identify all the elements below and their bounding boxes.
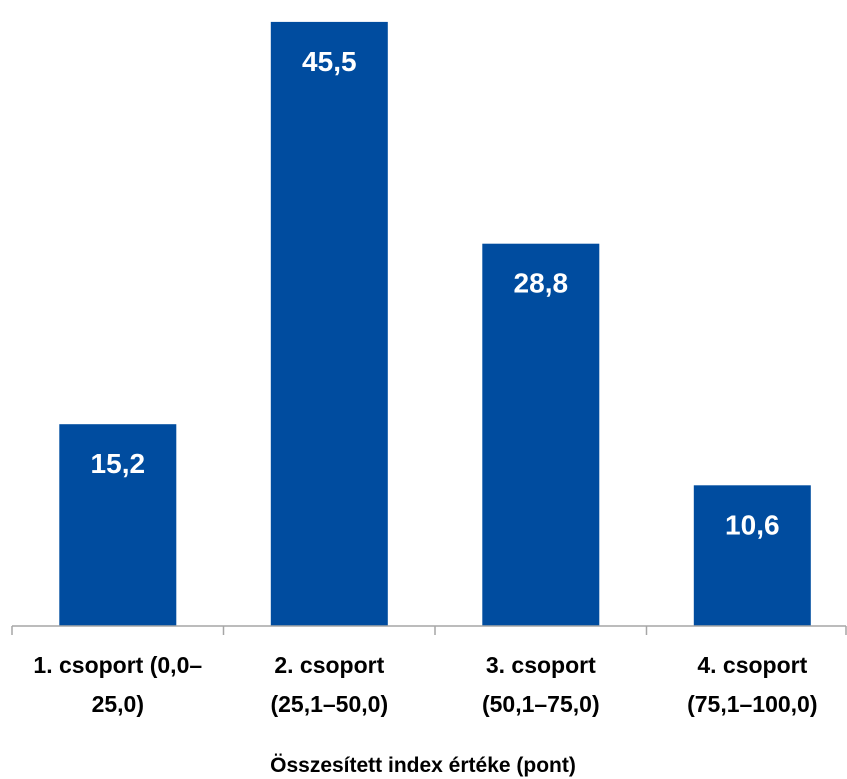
- bar-4: [693, 485, 811, 626]
- bar-value-label-1: 15,2: [91, 448, 146, 479]
- value-labels-group: 15,2 45,5 28,8 10,6: [91, 46, 780, 540]
- bar-2: [270, 21, 388, 626]
- category-label-1: 1. csoport (0,0– 25,0): [33, 652, 202, 717]
- bar-1: [59, 424, 177, 626]
- x-axis: [11, 625, 847, 635]
- bar-value-label-4: 10,6: [725, 509, 780, 540]
- bar-value-label-2: 45,5: [302, 46, 357, 77]
- category-label-4: 4. csoport (75,1–100,0): [687, 652, 817, 717]
- category-label-3: 3. csoport (50,1–75,0): [482, 652, 600, 717]
- category-labels-group: 1. csoport (0,0– 25,0) 2. csoport (25,1–50,…: [33, 652, 817, 717]
- category-label-2: 2. csoport (25,1–50,0): [270, 652, 388, 717]
- bars-group: [59, 21, 811, 626]
- x-axis-title: Összesített index értéke (pont): [270, 754, 576, 777]
- bar-3: [482, 243, 600, 626]
- bar-value-label-3: 28,8: [514, 268, 569, 299]
